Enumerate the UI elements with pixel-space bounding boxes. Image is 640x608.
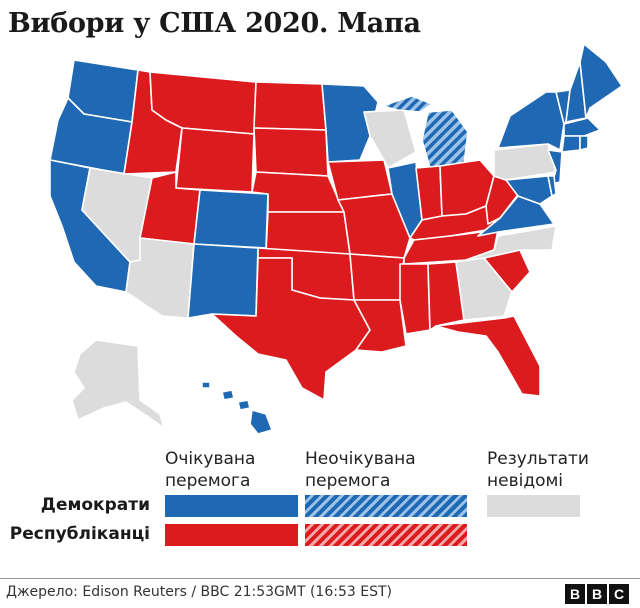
legend-unexpected-label: Неочікувана перемога bbox=[305, 448, 416, 492]
state-MI-upper bbox=[381, 95, 433, 113]
state-IA bbox=[327, 159, 393, 201]
state-HI-2 bbox=[221, 389, 235, 401]
swatch-rep-expected bbox=[165, 524, 298, 546]
state-MA bbox=[563, 117, 601, 137]
legend-expected-label: Очікувана перемога bbox=[165, 448, 255, 492]
state-HI-4 bbox=[249, 409, 273, 435]
footer-divider bbox=[0, 578, 640, 579]
state-TX bbox=[211, 257, 371, 401]
state-WY bbox=[175, 127, 255, 193]
state-KS bbox=[265, 211, 351, 255]
us-election-map bbox=[49, 43, 623, 435]
state-NM bbox=[187, 243, 259, 319]
state-PA bbox=[493, 143, 557, 181]
page-title: Вибори у США 2020. Мапа bbox=[8, 8, 421, 39]
legend-unexpected-line2: перемога bbox=[305, 471, 391, 491]
legend-democrats-label: Демократи bbox=[40, 495, 150, 515]
bbc-logo-letter: B bbox=[565, 584, 585, 604]
legend-expected-line2: перемога bbox=[165, 471, 251, 491]
state-NC bbox=[465, 225, 557, 261]
state-MN bbox=[321, 83, 379, 163]
state-MD bbox=[505, 175, 553, 205]
state-NY bbox=[497, 91, 565, 151]
swatch-dem-unknown bbox=[487, 495, 580, 517]
state-NJ bbox=[547, 149, 563, 185]
legend-expected-line1: Очікувана bbox=[165, 449, 256, 469]
swatch-rep-unexpected bbox=[305, 524, 467, 546]
state-CT bbox=[561, 135, 581, 153]
state-AK bbox=[71, 339, 165, 429]
legend-unknown-line2: невідомі bbox=[487, 471, 564, 491]
state-RI bbox=[579, 135, 589, 151]
state-HI-1 bbox=[201, 381, 211, 389]
state-ME bbox=[579, 43, 623, 119]
state-MS bbox=[399, 263, 431, 335]
state-ND bbox=[253, 81, 327, 131]
state-FL bbox=[435, 315, 541, 397]
state-WI bbox=[363, 109, 417, 169]
swatch-dem-expected bbox=[165, 495, 298, 517]
state-AL bbox=[427, 261, 465, 331]
bbc-logo: B B C bbox=[565, 584, 629, 604]
bbc-logo-letter: C bbox=[609, 584, 629, 604]
state-SD bbox=[253, 127, 329, 177]
source-note: Джерело: Edison Reuters / BBC 21:53GMT (… bbox=[6, 584, 392, 600]
state-DE bbox=[547, 175, 557, 197]
legend-unexpected-line1: Неочікувана bbox=[305, 449, 416, 469]
state-MI bbox=[421, 109, 469, 169]
legend-republicans-label: Республіканці bbox=[9, 524, 150, 544]
swatch-dem-unexpected bbox=[305, 495, 467, 517]
state-CO bbox=[193, 189, 269, 249]
legend-unknown-line1: Результати bbox=[487, 449, 589, 469]
legend-unknown-label: Результати невідомі bbox=[487, 448, 589, 492]
state-HI-3 bbox=[237, 399, 251, 411]
state-AR bbox=[349, 253, 405, 301]
bbc-logo-letter: B bbox=[587, 584, 607, 604]
